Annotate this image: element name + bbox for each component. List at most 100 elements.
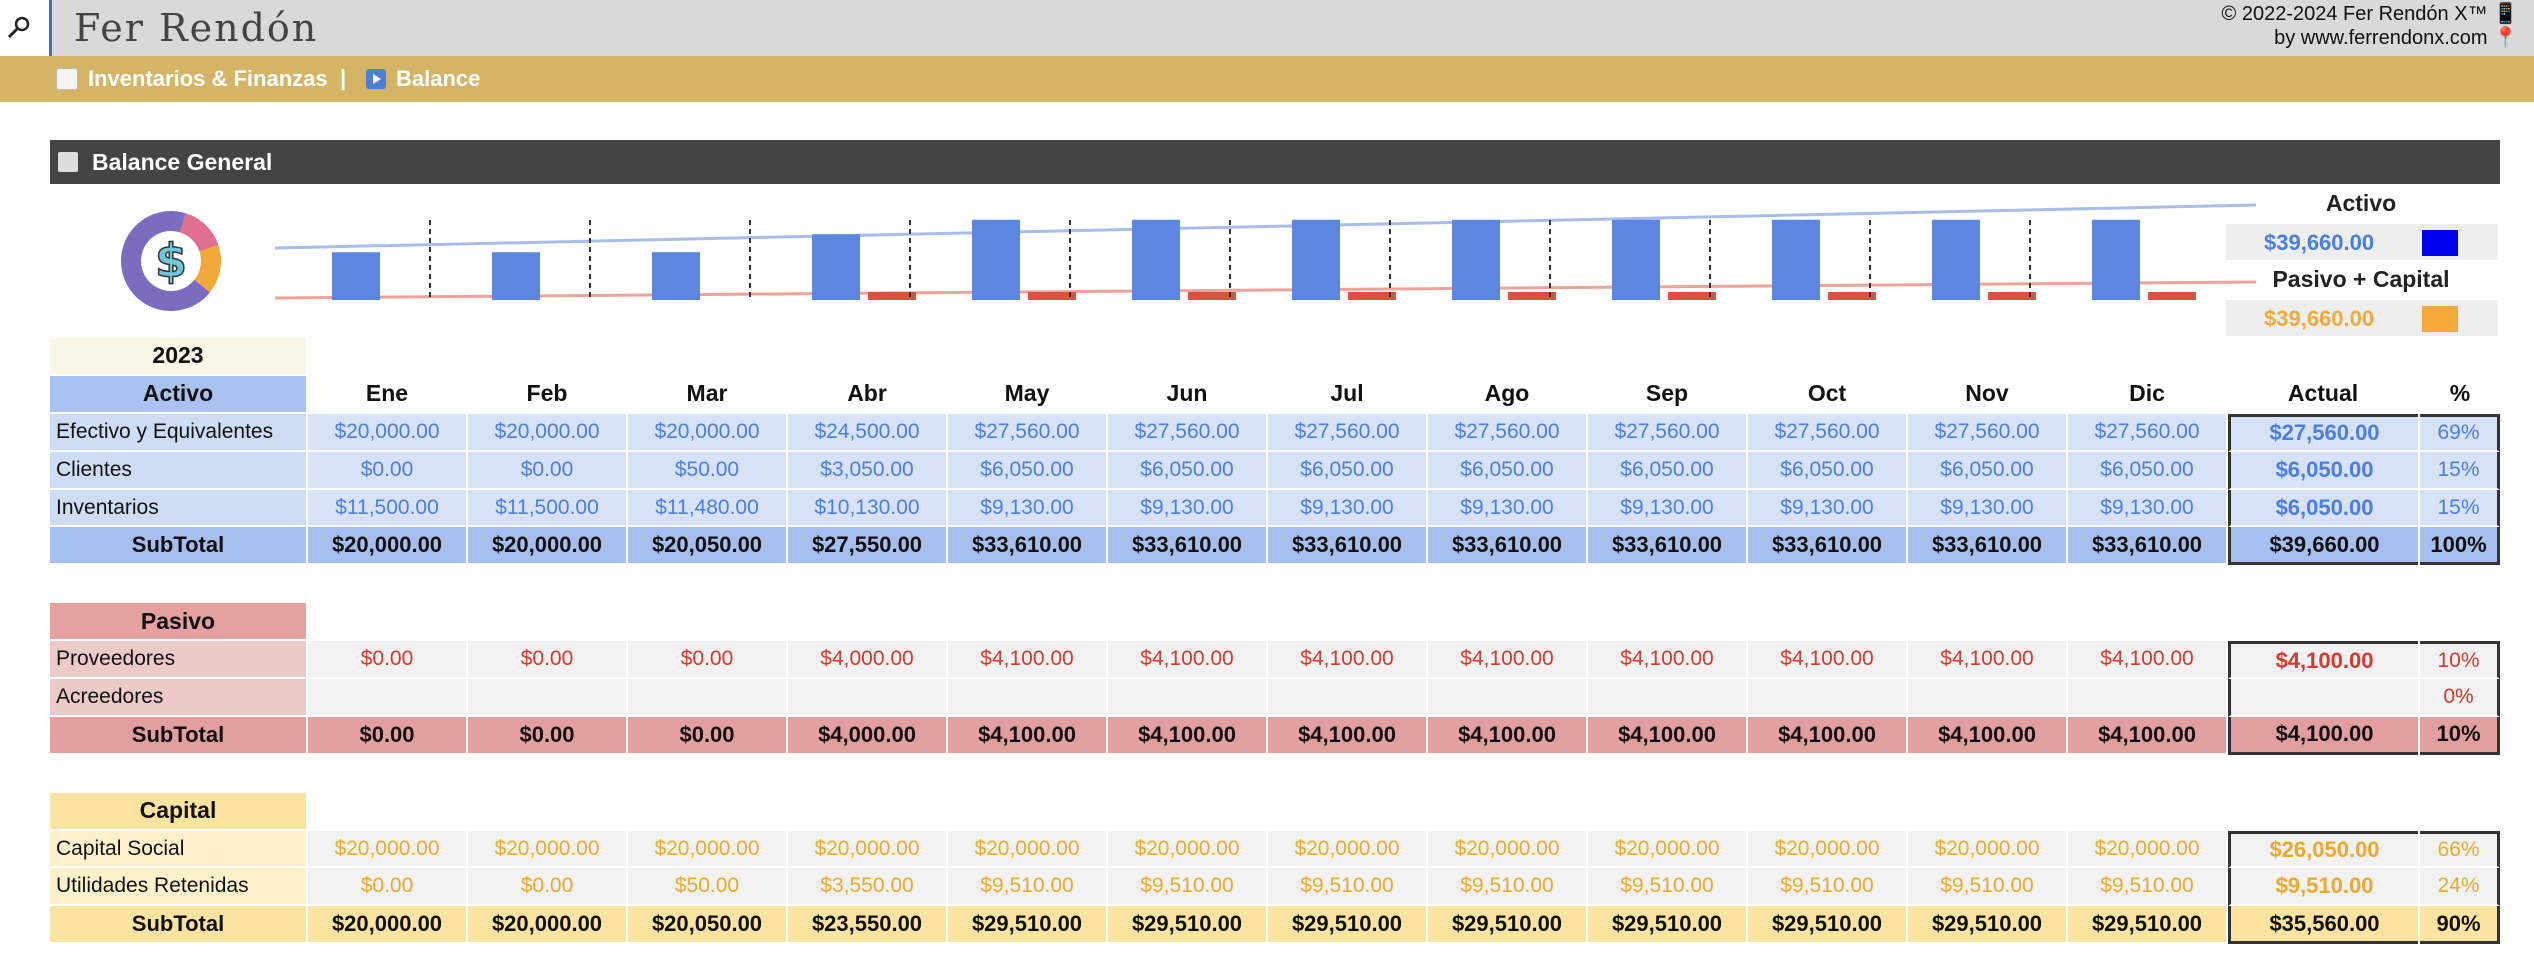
pasivo-bar xyxy=(1988,292,2036,300)
legend-pasivo-title: Pasivo + Capital xyxy=(2272,266,2450,292)
month-header: Jul xyxy=(1268,376,1426,414)
pasivo-bar xyxy=(1188,292,1236,300)
empty-cell xyxy=(50,755,306,793)
value-cell: $20,000.00 xyxy=(1588,830,1746,869)
value-cell: $0.00 xyxy=(468,641,626,680)
month-header: Ene xyxy=(308,376,466,414)
group-header-activo: Activo xyxy=(50,375,306,414)
value-cell xyxy=(788,679,946,717)
value-cell: $11,500.00 xyxy=(308,489,466,528)
activo-bar xyxy=(652,252,700,300)
subtotal-cell: $33,610.00 xyxy=(1268,527,1426,566)
value-cell: $6,050.00 xyxy=(1108,451,1266,490)
empty-cell xyxy=(468,565,626,604)
activo-bar xyxy=(1132,219,1180,300)
chart-icon xyxy=(56,68,78,90)
subtotal-cell: $20,050.00 xyxy=(628,906,786,945)
play-icon xyxy=(366,69,386,89)
subtotal-cell: $20,000.00 xyxy=(468,527,626,566)
empty-cell xyxy=(2068,565,2226,604)
month-header: Abr xyxy=(788,376,946,414)
byline-link[interactable]: by www.ferrendonx.com 📍 xyxy=(2274,27,2518,49)
pasivo-bar xyxy=(1028,292,1076,300)
note-icon xyxy=(58,152,78,172)
actual-cell: $26,050.00 xyxy=(2228,830,2418,869)
empty-cell xyxy=(628,603,786,642)
empty-cell xyxy=(1908,755,2066,793)
empty-cell xyxy=(1748,755,1906,793)
subtotal-cell: $20,000.00 xyxy=(308,527,466,566)
value-cell: $6,050.00 xyxy=(1588,451,1746,490)
search-button[interactable] xyxy=(0,0,52,56)
value-cell: $24,500.00 xyxy=(788,413,946,452)
copyright-text: © 2022-2024 Fer Rendón X™ 📱 xyxy=(2221,3,2518,25)
subtotal-cell: $4,100.00 xyxy=(948,716,1106,755)
empty-cell xyxy=(2228,755,2418,793)
value-cell: $27,560.00 xyxy=(1268,413,1426,452)
value-cell: $4,100.00 xyxy=(1908,641,2066,680)
nav-item-balance-label: Balance xyxy=(396,66,481,91)
value-cell: $20,000.00 xyxy=(628,413,786,452)
empty-cell xyxy=(308,338,466,376)
month-header: Nov xyxy=(1908,376,2066,414)
value-cell: $9,130.00 xyxy=(948,489,1106,528)
empty-cell xyxy=(1908,565,2066,604)
subtotal-cell: $27,550.00 xyxy=(788,527,946,566)
legend-activo-value: $39,660.00 xyxy=(2264,230,2375,255)
month-header: Jun xyxy=(1108,376,1266,414)
empty-cell xyxy=(948,755,1106,793)
empty-cell xyxy=(1268,603,1426,642)
empty-cell xyxy=(1588,603,1746,642)
pasivo-bar xyxy=(1348,292,1396,300)
subtotal-cell: $4,100.00 xyxy=(1748,716,1906,755)
actual-cell xyxy=(2228,679,2418,717)
empty-cell xyxy=(468,338,626,376)
nav-item-balance[interactable]: Balance xyxy=(366,66,480,92)
activo-bar xyxy=(1772,219,1820,300)
empty-cell xyxy=(308,565,466,604)
empty-cell xyxy=(628,755,786,793)
value-cell: $27,560.00 xyxy=(1748,413,1906,452)
value-cell: $20,000.00 xyxy=(1268,830,1426,869)
legend-pasivo-swatch xyxy=(2422,306,2458,332)
actual-header: Actual xyxy=(2228,376,2418,414)
empty-cell xyxy=(1268,565,1426,604)
nav-item-inventarios[interactable]: Inventarios & Finanzas xyxy=(56,66,328,92)
actual-cell: $27,560.00 xyxy=(2228,413,2418,452)
subtotal-cell: $4,100.00 xyxy=(1908,716,2066,755)
value-cell xyxy=(1108,679,1266,717)
actual-cell: $4,100.00 xyxy=(2228,641,2418,680)
subtotal-cell: $4,100.00 xyxy=(1588,716,1746,755)
value-cell: $50.00 xyxy=(628,451,786,490)
month-header: Oct xyxy=(1748,376,1906,414)
empty-cell xyxy=(2228,603,2418,642)
donut-slice xyxy=(121,211,210,311)
row-label: Proveedores xyxy=(50,641,306,680)
pasivo-bar xyxy=(1828,292,1876,300)
empty-cell xyxy=(788,565,946,604)
value-cell: $27,560.00 xyxy=(1108,413,1266,452)
subtotal-cell: $29,510.00 xyxy=(1268,906,1426,945)
value-cell: $6,050.00 xyxy=(2068,451,2226,490)
activo-bar xyxy=(1292,219,1340,300)
value-cell xyxy=(1268,679,1426,717)
value-cell: $9,510.00 xyxy=(1108,868,1266,907)
year-label: 2023 xyxy=(50,338,306,376)
value-cell: $9,510.00 xyxy=(1268,868,1426,907)
value-cell: $27,560.00 xyxy=(2068,413,2226,452)
pct-cell: 15% xyxy=(2420,451,2500,490)
subtotal-cell: $29,510.00 xyxy=(1428,906,1586,945)
dollar-icon: $ xyxy=(155,234,187,288)
subtotal-cell: $4,100.00 xyxy=(1108,716,1266,755)
subtotal-pct: 10% xyxy=(2420,716,2500,755)
empty-cell xyxy=(2068,603,2226,642)
subtotal-cell: $0.00 xyxy=(308,716,466,755)
empty-cell xyxy=(1588,755,1746,793)
value-cell: $9,130.00 xyxy=(2068,489,2226,528)
value-cell: $20,000.00 xyxy=(1908,830,2066,869)
value-cell xyxy=(2068,679,2226,717)
subtotal-cell: $33,610.00 xyxy=(1748,527,1906,566)
subtotal-cell: $29,510.00 xyxy=(1908,906,2066,945)
empty-cell xyxy=(1748,603,1906,642)
value-cell: $3,050.00 xyxy=(788,451,946,490)
